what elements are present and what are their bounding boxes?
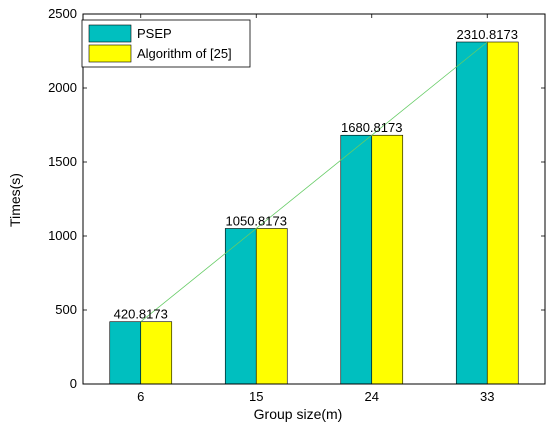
bar-algorithm-6 <box>140 321 173 385</box>
data-label-33: 2310.8173 <box>457 27 518 42</box>
x-tick-label-15: 15 <box>249 389 263 404</box>
legend: PSEP Algorithm of [25] <box>81 19 251 68</box>
bar-algorithm-33 <box>486 41 519 385</box>
plot-frame <box>82 13 546 385</box>
y-tick-label-1000: 1000 <box>48 228 77 243</box>
y-tick-label-0: 0 <box>70 376 77 391</box>
y-tick-label-1500: 1500 <box>48 154 77 169</box>
y-tick-label-500: 500 <box>55 302 77 317</box>
legend-label-algorithm: Algorithm of [25] <box>137 46 232 61</box>
x-tick-label-24: 24 <box>365 389 379 404</box>
bar-psep-6 <box>109 321 142 385</box>
y-tick-label-2000: 2000 <box>48 80 77 95</box>
trend-line <box>140 41 488 323</box>
x-tick-labels: 6 15 24 33 <box>137 389 494 404</box>
data-labels: 420.8173 1050.8173 1680.8173 2310.8173 <box>114 27 518 322</box>
bar-psep-33 <box>455 41 488 385</box>
bars <box>109 41 519 385</box>
bar-algorithm-24 <box>371 134 404 385</box>
data-label-6: 420.8173 <box>114 307 168 322</box>
legend-swatch-psep <box>88 24 132 43</box>
x-tick-label-6: 6 <box>137 389 144 404</box>
bar-psep-24 <box>340 134 373 385</box>
data-label-15: 1050.8173 <box>226 213 287 228</box>
data-label-24: 1680.8173 <box>341 120 402 135</box>
legend-label-psep: PSEP <box>137 26 172 41</box>
y-tick-labels: 0 500 1000 1500 2000 2500 <box>48 6 77 391</box>
y-tick-label-2500: 2500 <box>48 6 77 21</box>
y-axis-title: Times(s) <box>7 173 23 227</box>
bar-algorithm-15 <box>255 228 288 385</box>
bar-psep-15 <box>224 228 257 385</box>
x-axis-title: Group size(m) <box>254 406 343 422</box>
x-tick-label-33: 33 <box>480 389 494 404</box>
legend-swatch-algorithm <box>88 44 132 63</box>
